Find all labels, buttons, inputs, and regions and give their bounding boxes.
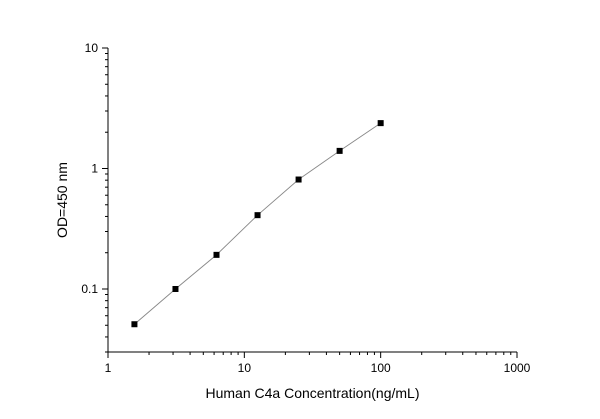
data-point [172, 285, 179, 292]
x-axis-ticks: 1 10 100 1000 [105, 352, 531, 375]
data-point [131, 321, 138, 328]
y-tick-label: 1 [91, 161, 98, 175]
data-point [254, 212, 261, 219]
data-point [295, 176, 302, 183]
x-axis-title: Human C4a Concentration(ng/mL) [206, 385, 420, 401]
y-axis-ticks: 0.1 1 10 [81, 41, 108, 353]
x-tick-label: 1 [105, 361, 112, 375]
series-layer [131, 120, 384, 328]
x-tick-label: 100 [371, 361, 391, 375]
x-tick-label: 1000 [504, 361, 531, 375]
data-point [377, 120, 384, 127]
plot-area: 1 10 100 1000 0.1 1 10 [81, 41, 530, 375]
series-line [134, 122, 381, 325]
y-tick-label: 10 [85, 41, 99, 55]
x-tick-label: 10 [238, 361, 252, 375]
data-point [213, 251, 220, 258]
data-point [336, 147, 343, 154]
y-axis-title: OD=450 nm [54, 162, 70, 238]
y-tick-label: 0.1 [81, 282, 98, 296]
